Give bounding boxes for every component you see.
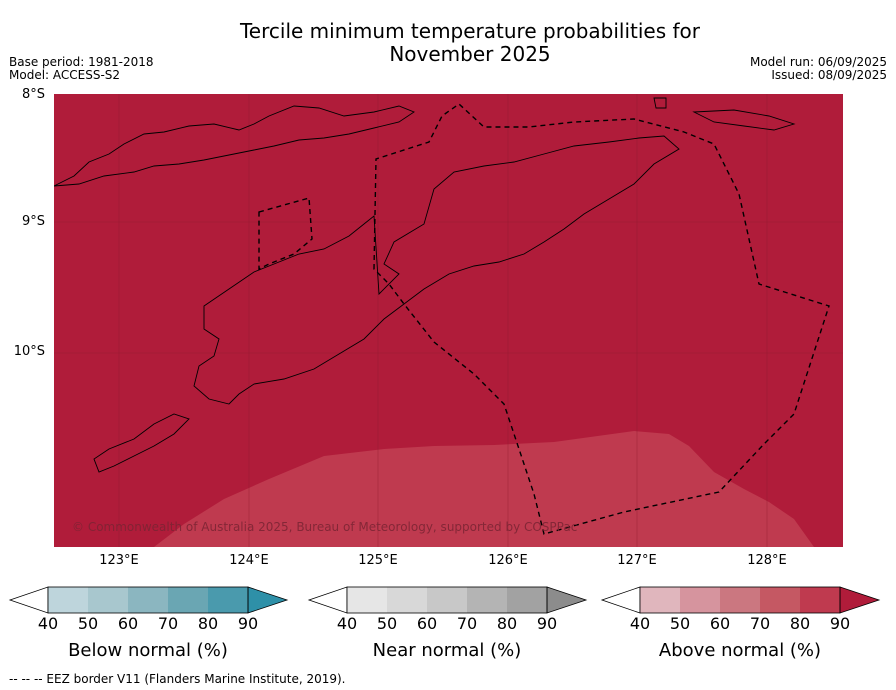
lat-label-8s: 8°S bbox=[21, 87, 45, 102]
near-seg-40 bbox=[347, 587, 387, 613]
ne-islet-coast bbox=[653, 97, 667, 109]
coastline bbox=[54, 97, 796, 473]
lon-label-127e: 127°E bbox=[617, 553, 657, 568]
above-normal-label: Above normal (%) bbox=[658, 640, 822, 661]
near-seg-70 bbox=[467, 587, 507, 613]
above-tick: 70 bbox=[749, 614, 771, 633]
lon-label-125e: 125°E bbox=[358, 553, 398, 568]
map-panel: © Commonwealth of Australia 2025, Bureau… bbox=[54, 94, 843, 547]
near-seg-80 bbox=[507, 587, 547, 613]
eez-footnote: -- -- -- EEZ border V11 (Flanders Marine… bbox=[9, 672, 346, 686]
meta-right: Model run: 06/09/2025 Issued: 08/09/2025 bbox=[750, 56, 887, 82]
near-seg-50 bbox=[387, 587, 427, 613]
eez-border bbox=[258, 103, 830, 535]
lon-label-123e: 123°E bbox=[99, 553, 139, 568]
above-seg-50 bbox=[680, 587, 720, 613]
near-seg-60 bbox=[427, 587, 467, 613]
below-tick: 70 bbox=[157, 614, 179, 633]
below-seg-60 bbox=[128, 587, 168, 613]
below-seg-50 bbox=[88, 587, 128, 613]
ne-island-coast bbox=[692, 109, 796, 131]
small-island-coast bbox=[93, 413, 190, 473]
above-tick: 50 bbox=[669, 614, 691, 633]
issued-date: Issued: 08/09/2025 bbox=[771, 68, 887, 82]
near-normal-label: Near normal (%) bbox=[372, 640, 522, 661]
lon-label-128e: 128°E bbox=[747, 553, 787, 568]
lon-label-124e: 124°E bbox=[229, 553, 269, 568]
lat-label-10s: 10°S bbox=[13, 344, 45, 359]
colorbar-above bbox=[600, 586, 881, 614]
timor-coast bbox=[193, 135, 680, 405]
near-tick: 80 bbox=[496, 614, 518, 633]
near-tick: 70 bbox=[456, 614, 478, 633]
lat-label-9s: 9°S bbox=[21, 214, 45, 229]
colorbar-near bbox=[307, 586, 588, 614]
colorbar-below bbox=[8, 586, 289, 614]
above-extend-min bbox=[600, 586, 641, 614]
above-tick: 60 bbox=[709, 614, 731, 633]
below-extend-max bbox=[247, 586, 289, 614]
above-80-region bbox=[154, 431, 814, 547]
above-tick: 40 bbox=[629, 614, 651, 633]
northern-islands-coast bbox=[54, 105, 415, 187]
eez-timor-leste bbox=[373, 103, 830, 535]
model-run: Model run: 06/09/2025 bbox=[749, 55, 887, 69]
model-name: Model: ACCESS-S2 bbox=[9, 68, 121, 82]
meta-left: Base period: 1981-2018 Model: ACCESS-S2 bbox=[9, 56, 154, 82]
base-period: Base period: 1981-2018 bbox=[9, 55, 154, 69]
below-extend-min bbox=[8, 586, 49, 614]
lon-label-126e: 126°E bbox=[488, 553, 528, 568]
near-tick: 90 bbox=[536, 614, 558, 633]
near-extend-min bbox=[307, 586, 348, 614]
above-seg-70 bbox=[760, 587, 800, 613]
title-line-2: November 2025 bbox=[389, 42, 551, 66]
chart-title: Tercile minimum temperature probabilitie… bbox=[170, 20, 770, 66]
above-seg-40 bbox=[640, 587, 680, 613]
below-seg-70 bbox=[168, 587, 208, 613]
title-line-1: Tercile minimum temperature probabilitie… bbox=[239, 19, 701, 43]
graticule bbox=[54, 94, 843, 547]
above-seg-60 bbox=[720, 587, 760, 613]
eez-oecusse bbox=[258, 197, 313, 271]
below-tick: 90 bbox=[237, 614, 259, 633]
near-tick: 60 bbox=[416, 614, 438, 633]
near-tick: 50 bbox=[376, 614, 398, 633]
colorbar-group bbox=[8, 586, 881, 614]
below-normal-label: Below normal (%) bbox=[68, 640, 228, 661]
near-tick: 40 bbox=[336, 614, 358, 633]
above-extend-max bbox=[839, 586, 881, 614]
below-tick: 40 bbox=[37, 614, 59, 633]
map-credit: © Commonwealth of Australia 2025, Bureau… bbox=[72, 520, 577, 534]
below-tick: 60 bbox=[117, 614, 139, 633]
above-tick: 80 bbox=[789, 614, 811, 633]
below-seg-80 bbox=[208, 587, 248, 613]
below-seg-40 bbox=[48, 587, 88, 613]
above-seg-80 bbox=[800, 587, 840, 613]
below-tick: 80 bbox=[197, 614, 219, 633]
above-tick: 90 bbox=[829, 614, 851, 633]
near-extend-max bbox=[546, 586, 588, 614]
below-tick: 50 bbox=[77, 614, 99, 633]
